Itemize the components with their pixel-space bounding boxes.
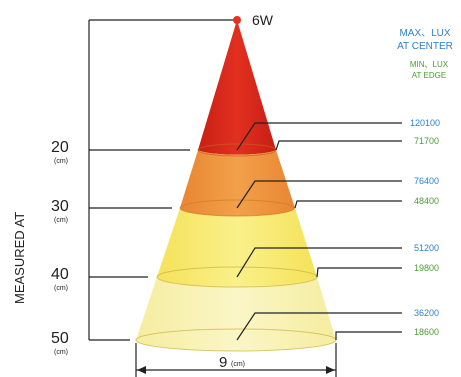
- edge-leader-40: [316, 267, 402, 278]
- edge-lux-40: 19800: [414, 263, 439, 273]
- center-lux-values: 120100 76400 51200 36200: [410, 118, 440, 318]
- center-lux-50: 36200: [414, 308, 439, 318]
- center-lux-40: 51200: [414, 243, 439, 253]
- light-source-dot: [233, 16, 241, 24]
- distance-value-20: 20: [51, 139, 69, 156]
- distance-unit-40: (cm): [54, 285, 68, 292]
- center-leader-40: [236, 247, 402, 278]
- distance-value-30: 30: [51, 198, 69, 215]
- light-cone: [135, 20, 337, 352]
- width-arrow-right: [326, 366, 335, 374]
- edge-leader-30: [294, 200, 402, 209]
- legend-min-line1: MIN、LUX: [410, 60, 449, 69]
- distance-unit-20: (cm): [54, 158, 68, 165]
- edge-lux-50: 18600: [414, 327, 439, 337]
- width-label-bg: [214, 356, 260, 369]
- power-label: 6W: [252, 12, 274, 28]
- edge-lux-30: 48400: [414, 196, 439, 206]
- legend: MAX、LUX AT CENTER MIN、LUX AT EDGE: [397, 28, 453, 80]
- beam-width-value: 9: [219, 354, 227, 371]
- center-leaders: [236, 122, 402, 341]
- legend-max-line2: AT CENTER: [397, 41, 453, 52]
- distance-value-50: 50: [51, 330, 69, 347]
- beam-width-unit: (cm): [231, 361, 245, 368]
- center-leader-30: [236, 180, 402, 209]
- beam-width-dimension: [135, 343, 337, 377]
- edge-lux-20: 71700: [414, 136, 439, 146]
- center-leader-50: [236, 312, 402, 341]
- distance-unit-50: (cm): [54, 349, 68, 356]
- distance-value-40: 40: [51, 266, 69, 283]
- edge-leaders: [275, 140, 402, 340]
- legend-min-line2: AT EDGE: [412, 71, 446, 80]
- edge-leader-20: [275, 140, 402, 151]
- cone-band-2: [180, 150, 295, 217]
- distance-lines: [89, 149, 190, 341]
- width-arrow-left: [137, 366, 146, 374]
- distance-unit-30: (cm): [54, 217, 68, 224]
- cone-band-4: [136, 277, 336, 351]
- center-leader-20: [236, 122, 402, 151]
- center-lux-30: 76400: [414, 176, 439, 186]
- edge-leader-50: [335, 331, 402, 340]
- axis-label: MEASURED AT: [12, 212, 27, 304]
- cone-band-1: [198, 20, 276, 155]
- edge-lux-values: 71700 48400 19800 18600: [414, 136, 439, 337]
- cone-band-3: [157, 208, 317, 287]
- legend-max-line1: MAX、LUX: [399, 28, 450, 39]
- center-lux-20: 120100: [410, 118, 440, 128]
- rim-30: [179, 199, 295, 217]
